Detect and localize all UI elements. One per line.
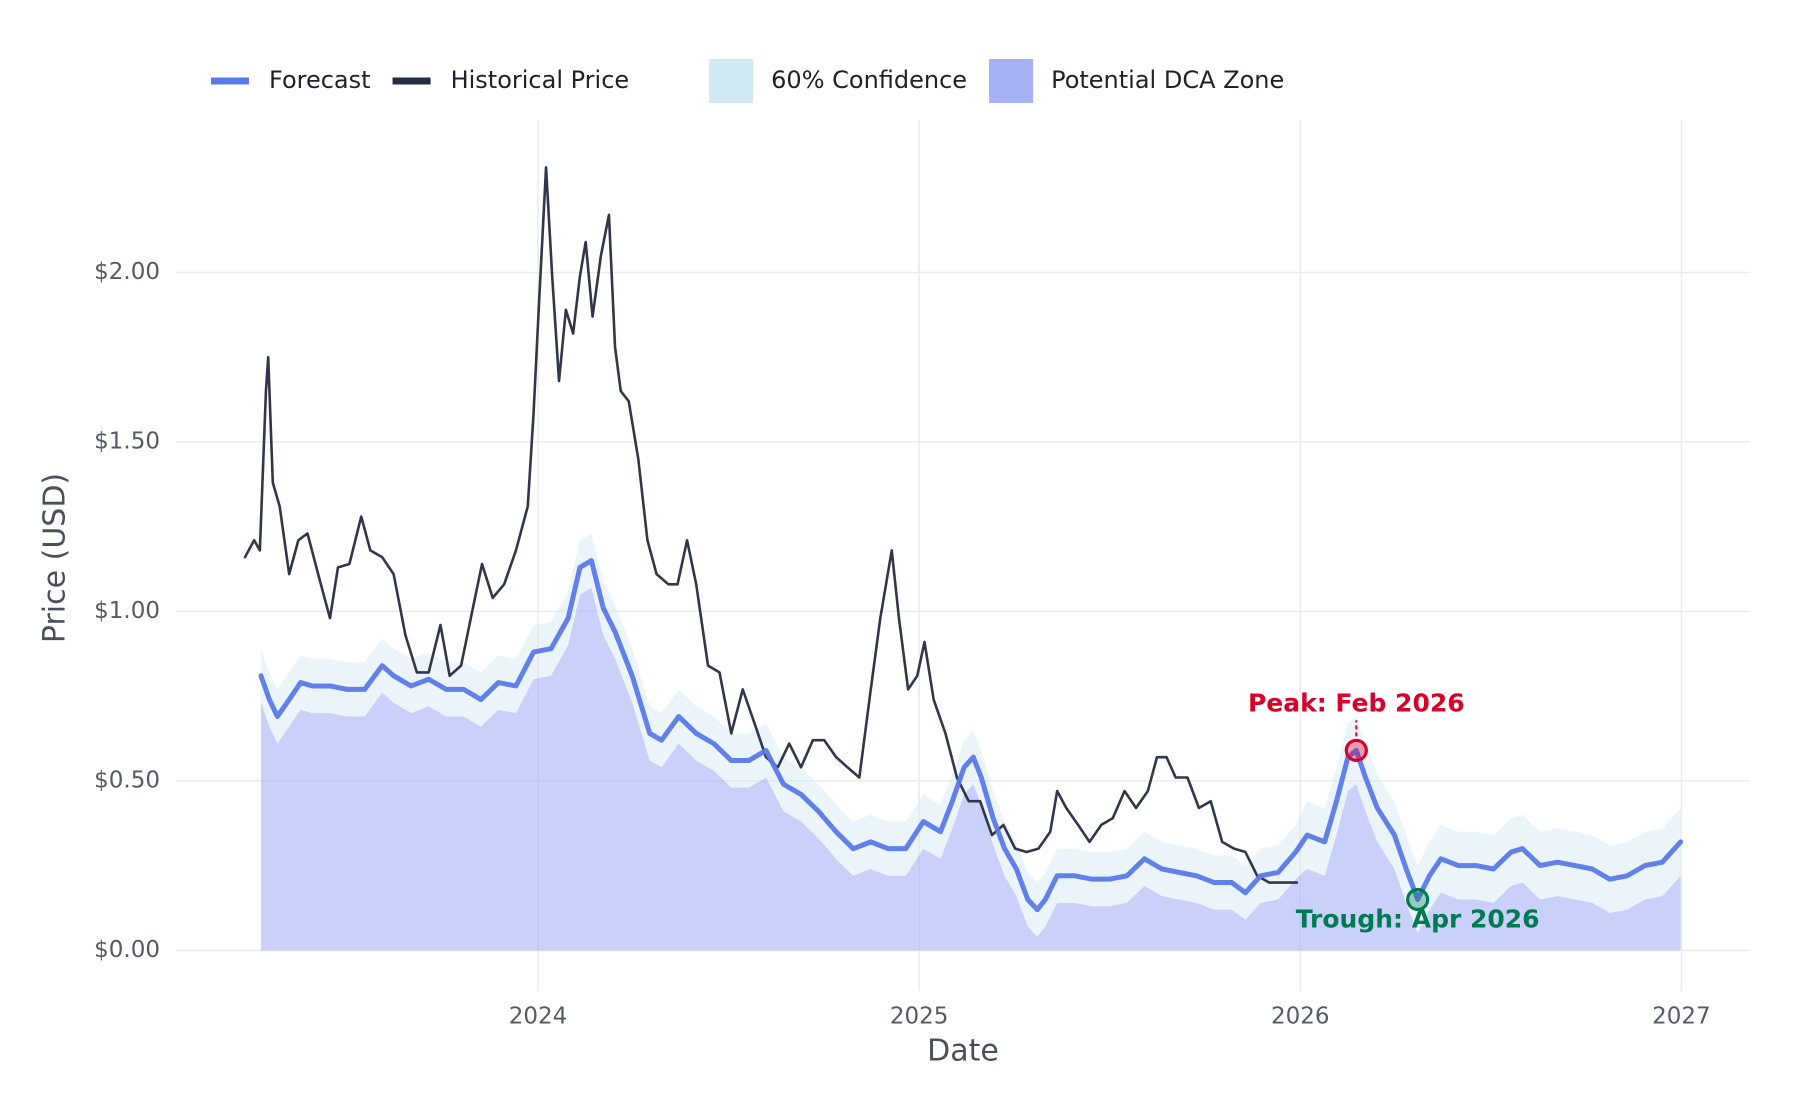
x-tick-label: 2025 <box>890 1004 949 1030</box>
y-tick-label: $2.00 <box>94 259 160 285</box>
x-axis-title: Date <box>927 1034 999 1069</box>
annotation-marker-ring <box>1406 887 1430 911</box>
legend-swatch <box>989 59 1034 103</box>
legend: Forecast Historical Price 60% Confidence Po… <box>211 59 1284 103</box>
series-line <box>243 166 1299 884</box>
annotation-label: Peak: Feb 2026 <box>1248 688 1465 717</box>
legend-label: Forecast <box>269 66 371 94</box>
dca-zone <box>260 587 1681 951</box>
y-axis-title: Price (USD) <box>38 473 73 643</box>
annotation-marker-ring <box>1344 738 1368 762</box>
legend-swatch <box>709 59 754 103</box>
y-tick-label: $1.50 <box>94 428 160 454</box>
legend-label: Potential DCA Zone <box>1051 66 1284 94</box>
legend-label: Historical Price <box>451 66 630 94</box>
x-tick-label: 2024 <box>509 1004 568 1030</box>
x-tick-label: 2027 <box>1652 1004 1711 1030</box>
legend-label: 60% Confidence <box>771 66 967 94</box>
y-tick-label: $0.50 <box>94 767 160 793</box>
y-tick-label: $1.00 <box>94 598 160 624</box>
x-tick-label: 2026 <box>1271 1004 1330 1030</box>
y-tick-label: $0.00 <box>94 937 160 963</box>
